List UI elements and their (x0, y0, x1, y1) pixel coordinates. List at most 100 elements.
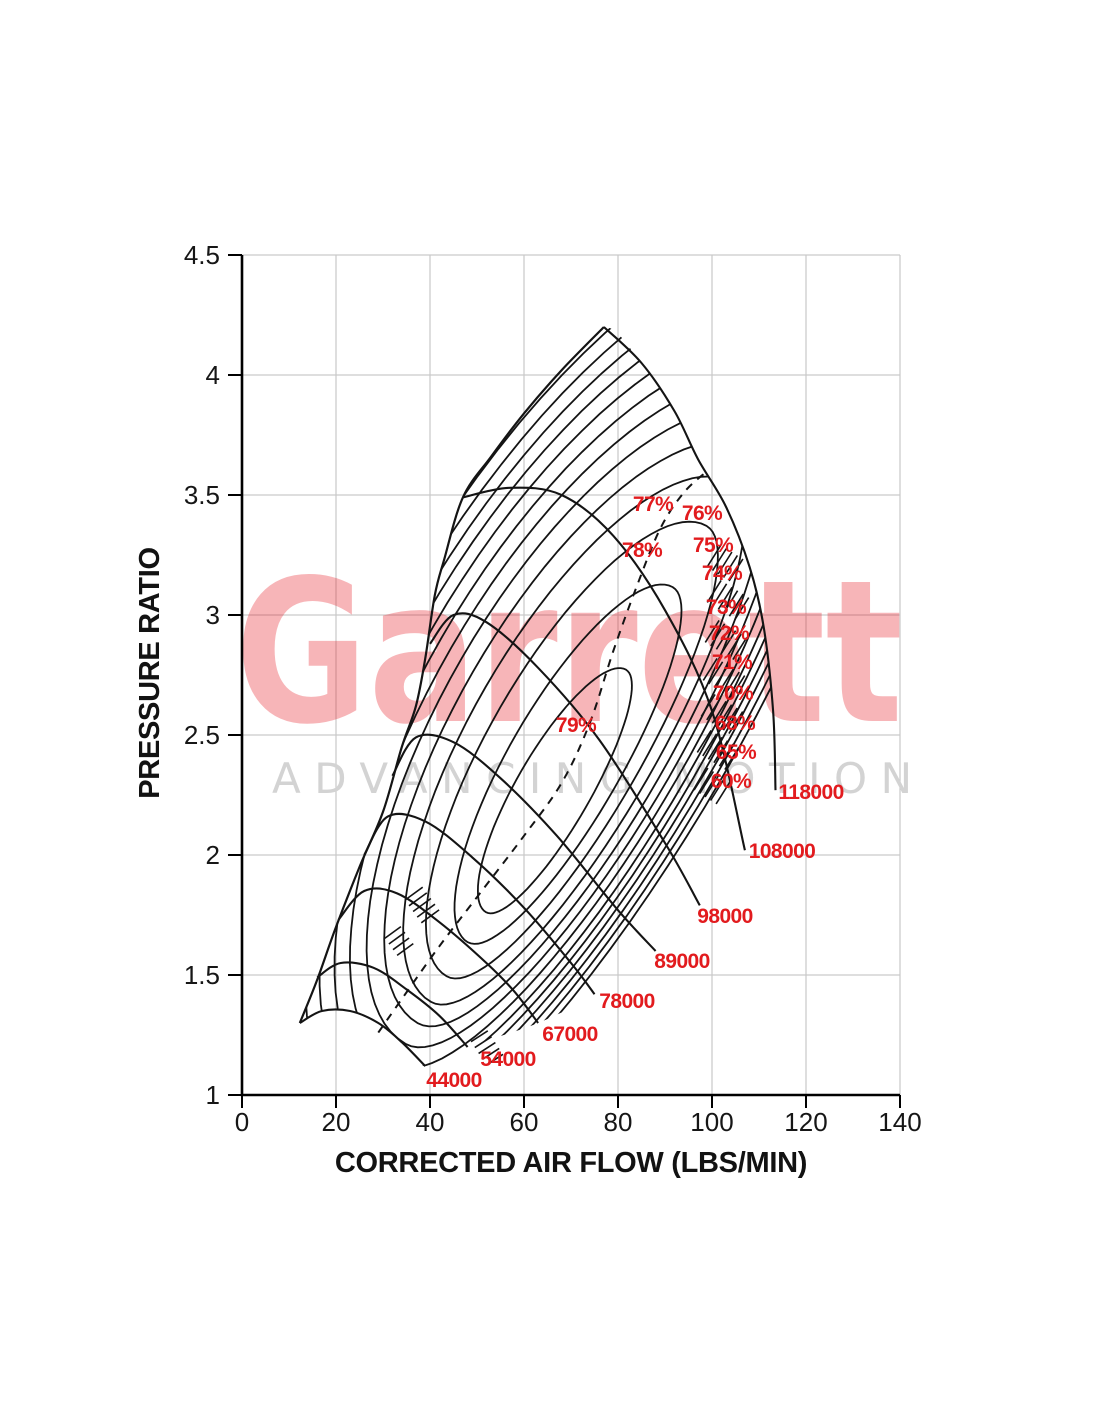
efficiency-contour-60 (299, 326, 778, 1067)
speed-line-108000 (462, 486, 746, 851)
efficiency-label-73: 73% (706, 596, 747, 619)
hatch-stroke (712, 583, 728, 607)
hatch-stroke (702, 657, 718, 681)
speed-label-118000: 118000 (778, 781, 843, 804)
efficiency-label-79: 79% (556, 714, 597, 737)
hatch-stroke (718, 743, 734, 767)
hatch-stroke (700, 693, 716, 717)
efficiency-contour-75 (383, 440, 767, 1028)
efficiency-label-65: 65% (716, 741, 757, 764)
surge-line (298, 326, 605, 1024)
speed-lines (298, 326, 777, 1067)
hatch-stroke (698, 771, 715, 795)
hatch-stroke (478, 1041, 496, 1055)
hatch-stroke (710, 623, 726, 647)
hatch-stroke (717, 551, 733, 575)
peak-efficiency-line-group (377, 470, 708, 1034)
y-tick-label-3.5: 3.5 (184, 480, 220, 510)
hatch-stroke (408, 892, 428, 907)
efficiency-contour-77 (424, 520, 719, 980)
hatch-stroke (412, 897, 432, 913)
hatch-stroke (722, 707, 738, 731)
efficiency-label-77: 77% (633, 493, 674, 516)
hatch-stroke (693, 767, 709, 791)
speed-label-98000: 98000 (697, 905, 752, 928)
x-tick-label-20: 20 (322, 1107, 351, 1137)
hatch-stroke (715, 626, 731, 650)
y-tick-label-3: 3 (206, 600, 220, 630)
hatch-stroke (396, 942, 414, 957)
hatch-cluster-3 (702, 657, 746, 699)
hatch-stroke (713, 740, 729, 764)
hatch-cluster-6 (693, 767, 731, 805)
hatch-stroke (728, 558, 744, 582)
hatch-stroke (704, 774, 720, 798)
efficiency-contour-70 (304, 326, 778, 1067)
efficiency-label-78: 78% (622, 539, 663, 562)
speed-label-44000: 44000 (426, 1069, 481, 1092)
speed-line-89000 (391, 733, 657, 952)
x-tick-label-140: 140 (878, 1107, 921, 1137)
hatch-stroke (719, 668, 735, 692)
speed-line-54000 (316, 961, 469, 1048)
hatch-stroke (728, 711, 744, 735)
hatch-cluster-0 (706, 544, 744, 582)
hatch-marks (384, 544, 750, 1066)
hatch-cluster-8 (384, 925, 414, 957)
speed-label-78000: 78000 (599, 990, 654, 1013)
hatch-stroke (384, 925, 402, 940)
x-tick-label-0: 0 (235, 1107, 249, 1137)
hatch-stroke (709, 777, 726, 801)
hatch-stroke (723, 590, 739, 614)
y-tick-label-1: 1 (206, 1080, 220, 1110)
hatch-stroke (706, 579, 722, 603)
speed-label-108000: 108000 (749, 840, 815, 863)
hatch-stroke (474, 1036, 493, 1049)
y-axis-title: PRESSURE RATIO (134, 547, 166, 798)
hatch-stroke (416, 903, 436, 918)
hatch-stroke (704, 619, 720, 643)
hatch-stroke (724, 671, 740, 695)
efficiency-contour-65 (299, 326, 778, 1067)
efficiency-label-76: 76% (682, 502, 723, 525)
hatch-stroke (696, 729, 712, 753)
efficiency-contour-71 (318, 326, 778, 1067)
y-tick-label-1.5: 1.5 (184, 960, 220, 990)
hatch-stroke (717, 586, 733, 610)
hatch-cluster-1 (706, 579, 750, 621)
speed-line-78000 (363, 812, 596, 995)
hatch-stroke (713, 664, 729, 688)
hatch-stroke (721, 630, 737, 654)
y-tick-label-2: 2 (206, 840, 220, 870)
axes: 0 20 40 60 80 100 120 140 1 1.5 2 2.5 3 3.5 4 4.5 (184, 240, 922, 1137)
efficiency-contour-79 (476, 667, 633, 915)
hatch-stroke (726, 633, 742, 657)
x-tick-label-120: 120 (784, 1107, 827, 1137)
hatch-cluster-9 (470, 1030, 504, 1066)
watermark-garrett-logo: Garrett (235, 537, 903, 768)
hatch-stroke (717, 704, 733, 728)
hatch-stroke (706, 544, 722, 568)
x-tick-label-100: 100 (690, 1107, 733, 1137)
hatch-stroke (734, 597, 750, 621)
watermark: Garrett ADVANCING MOTION (235, 537, 912, 803)
x-tick-label-60: 60 (510, 1107, 539, 1137)
speed-line-44000 (299, 1008, 427, 1067)
hatch-stroke (722, 554, 739, 578)
y-tick-label-4.5: 4.5 (184, 240, 220, 270)
hatch-stroke (392, 937, 410, 951)
speed-label-67000: 67000 (542, 1023, 597, 1046)
hatch-stroke (730, 675, 746, 699)
speed-label-89000: 89000 (654, 950, 709, 973)
hatch-stroke (485, 1053, 504, 1066)
y-tick-label-4: 4 (206, 360, 220, 390)
x-tick-label-40: 40 (416, 1107, 445, 1137)
y-tick-label-2.5: 2.5 (184, 720, 220, 750)
x-tick-label-80: 80 (604, 1107, 633, 1137)
efficiency-label-72: 72% (709, 622, 750, 645)
speed-line-98000 (429, 612, 701, 906)
efficiency-label-60: 60% (711, 770, 752, 793)
efficiency-label-74: 74% (702, 562, 743, 585)
